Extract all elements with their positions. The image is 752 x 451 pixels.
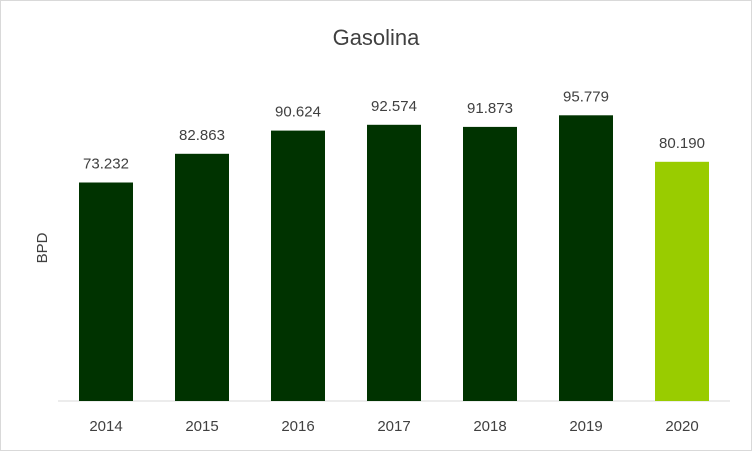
x-tick-label-2019: 2019 xyxy=(569,418,602,435)
data-label-2018: 91.873 xyxy=(467,100,513,117)
x-tick-label-2020: 2020 xyxy=(665,418,698,435)
data-label-2014: 73.232 xyxy=(83,156,129,173)
data-label-2015: 82.863 xyxy=(179,127,225,144)
bar-2015 xyxy=(175,153,229,401)
bar-2014 xyxy=(79,182,133,401)
bars-group xyxy=(79,115,709,402)
x-tick-label-2017: 2017 xyxy=(377,418,410,435)
bar-2016 xyxy=(271,130,325,401)
x-tick-label-2016: 2016 xyxy=(281,418,314,435)
x-tick-labels-group: 2014 2015 2016 2017 2018 2019 2020 xyxy=(89,418,698,435)
bar-2019 xyxy=(559,115,613,402)
bar-2018 xyxy=(463,126,517,402)
bar-2017 xyxy=(367,124,421,402)
bar-2020 xyxy=(655,161,709,401)
x-tick-label-2018: 2018 xyxy=(473,418,506,435)
chart-title: Gasolina xyxy=(333,25,421,50)
x-tick-label-2014: 2014 xyxy=(89,418,122,435)
data-label-2016: 90.624 xyxy=(275,104,321,121)
data-label-2019: 95.779 xyxy=(563,88,609,105)
data-label-2017: 92.574 xyxy=(371,98,417,115)
x-tick-label-2015: 2015 xyxy=(185,418,218,435)
y-axis-label: BPD xyxy=(34,232,51,263)
data-labels-group: 73.232 82.863 90.624 92.574 91.873 95.779 80.1… xyxy=(83,88,705,172)
data-label-2020: 80.190 xyxy=(659,135,705,152)
